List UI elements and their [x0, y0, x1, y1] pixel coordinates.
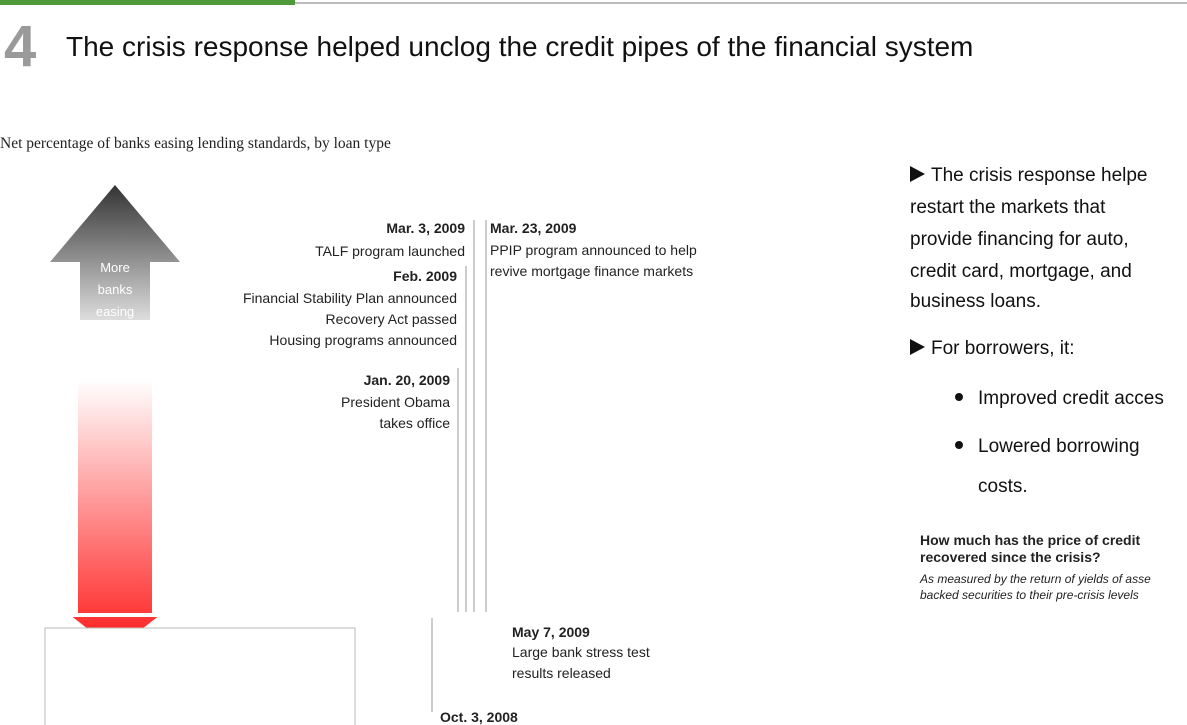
bullet-text: costs.: [978, 476, 1028, 497]
annotation-date: Oct. 3, 2008: [440, 709, 518, 725]
sidebar-text: The crisis response helpe: [931, 165, 1148, 186]
annotation-text: PPIP program announced to help: [490, 242, 697, 258]
axis-break: [0, 613, 890, 617]
annotation-text: Recovery Act passed: [325, 311, 457, 327]
annotations: Mar. 3, 2009 TALF program launched Feb. …: [243, 220, 697, 725]
bullet-dot: [955, 441, 963, 449]
annotation-date: Mar. 23, 2009: [490, 220, 577, 236]
annotation-text: Large bank stress test: [512, 644, 650, 660]
sidebar-text: credit card, mortgage, and: [910, 261, 1132, 282]
bullet-dot: [955, 393, 963, 401]
legend-box: [44, 627, 356, 725]
sidebar-lead: For borrowers, it:: [931, 338, 1075, 359]
up-arrow: [50, 185, 180, 320]
annotation-date: Jan. 20, 2009: [364, 372, 451, 388]
annotation-text: President Obama: [341, 394, 450, 410]
annotation-date: May 7, 2009: [512, 624, 590, 640]
bar-chart-title: How much has the price of credit: [920, 532, 1140, 548]
pointer-icon: [910, 339, 925, 355]
legend: [44, 627, 356, 725]
annotation-text: Housing programs announced: [269, 332, 457, 348]
sidebar-text: provide financing for auto,: [910, 229, 1129, 250]
bullet-text: Improved credit acces: [978, 388, 1164, 409]
down-arrow: [70, 380, 160, 650]
annotation-text: Financial Stability Plan announced: [243, 290, 457, 306]
bar-chart-subtitle: backed securities to their pre-crisis le…: [920, 588, 1139, 602]
annotation-text: revive mortgage finance markets: [490, 263, 693, 279]
header-rule: [295, 2, 1187, 4]
annotation-text: results released: [512, 665, 611, 681]
bar-chart-subtitle: As measured by the return of yields of a…: [919, 572, 1151, 586]
section-number: 4: [4, 14, 36, 79]
sidebar: The crisis response helpe restart the ma…: [910, 165, 1164, 602]
header-strip: [0, 0, 295, 5]
chart-subtitle: Net percentage of banks easing lending s…: [0, 135, 391, 152]
sidebar-text: business loans.: [910, 291, 1041, 312]
bar-chart-title: recovered since the crisis?: [920, 549, 1101, 565]
annotation-text: takes office: [379, 415, 450, 431]
sidebar-text: restart the markets that: [910, 197, 1106, 218]
bullet-text: Lowered borrowing: [978, 436, 1140, 457]
page-title: The crisis response helped unclog the cr…: [66, 31, 973, 62]
annotation-date: Mar. 3, 2009: [386, 220, 465, 236]
arrow-label: More: [100, 260, 130, 275]
pointer-icon: [910, 166, 925, 182]
arrow-label: easing: [96, 304, 134, 319]
annotation-text: TALF program launched: [315, 243, 465, 259]
easing-arrows: More banks easing: [50, 185, 180, 650]
arrow-label: banks: [98, 282, 133, 297]
annotation-date: Feb. 2009: [393, 268, 457, 284]
